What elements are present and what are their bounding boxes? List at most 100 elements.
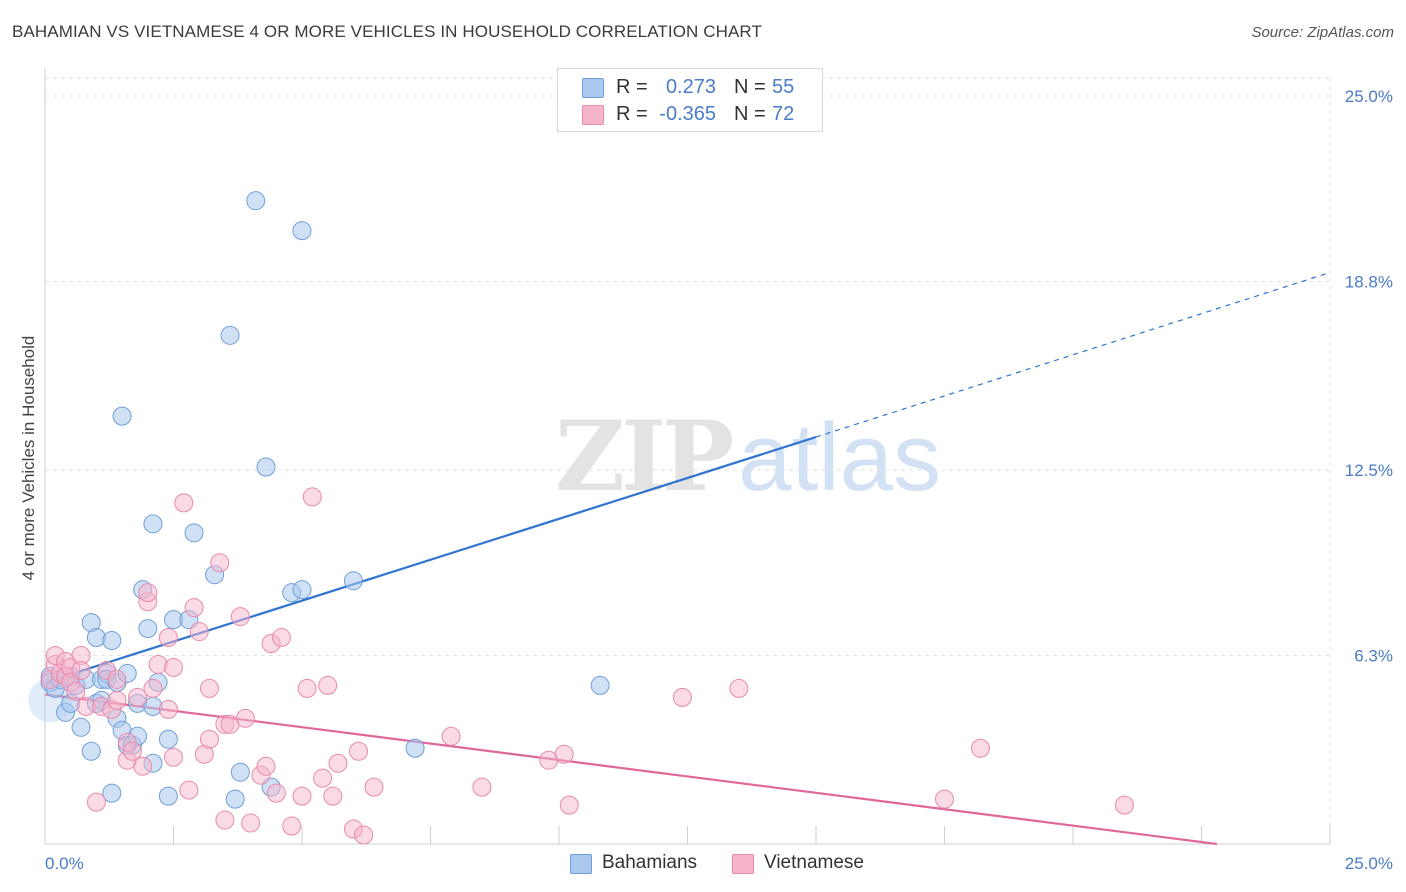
point-vietnamese [328,753,348,773]
point-vietnamese [271,628,291,648]
point-vietnamese [184,598,204,618]
legend-r-value: 0.273 [665,76,716,98]
point-vietnamese [66,681,86,701]
point-vietnamese [189,622,209,642]
point-vietnamese [554,744,574,764]
point-vietnamese [71,660,91,680]
point-bahamians [292,580,312,600]
point-bahamians [143,514,163,534]
legend-row-bahamians: R = 0.273 N = 55 [558,74,822,100]
legend-swatch-vietnamese [582,105,604,125]
y-tick-label: 18.8% [1345,272,1393,291]
point-bahamians [292,221,312,241]
point-vietnamese [148,654,168,674]
point-vietnamese [672,687,692,707]
point-bahamians [71,717,91,737]
point-bahamians [246,191,266,211]
point-bahamians [158,786,178,806]
point-bahamians [230,762,250,782]
point-bahamians [220,325,240,345]
y-tick-label: 12.5% [1345,461,1393,480]
watermark: ZIPatlas [555,400,941,513]
point-bahamians [405,738,425,758]
vietnamese-points [40,487,1134,845]
point-vietnamese [292,786,312,806]
point-vietnamese [107,669,127,689]
point-vietnamese [164,747,183,767]
point-vietnamese [179,780,199,800]
point-vietnamese [138,583,158,603]
point-vietnamese [970,738,990,758]
point-bahamians [590,675,610,695]
point-vietnamese [199,678,219,698]
x-tick-label: 0.0% [45,854,84,873]
point-bahamians [112,406,132,426]
point-bahamians [343,571,363,591]
legend-r-label: R = [616,103,648,125]
point-vietnamese [354,825,374,845]
series-legend: Bahamians Vietnamese [0,852,1406,878]
point-vietnamese [128,687,148,707]
point-vietnamese [441,726,461,746]
legend-n-label: N = [734,103,766,125]
point-vietnamese [313,768,333,788]
legend-swatch-bahamians [582,78,604,98]
point-bahamians [184,523,204,543]
point-vietnamese [235,708,255,728]
axis-labels: 6.3% 12.5% 18.8% 25.0% 0.0% 25.0% 4 or more Ve… [19,87,1393,873]
point-vietnamese [323,786,343,806]
point-vietnamese [559,795,579,815]
point-vietnamese [210,553,230,573]
series-swatch-vietnamese [732,854,754,874]
y-tick-label: 25.0% [1345,87,1393,106]
point-vietnamese [215,810,235,830]
point-bahamians [225,789,245,809]
point-bahamians [102,631,122,651]
legend-n-value: 72 [772,103,795,125]
point-vietnamese [158,628,178,648]
series-label-vietnamese: Vietnamese [764,852,864,873]
point-bahamians [138,619,158,639]
point-vietnamese [133,756,153,776]
point-vietnamese [241,813,261,833]
legend-n-label: N = [734,76,766,98]
point-vietnamese [230,607,250,627]
point-vietnamese [164,657,183,677]
chart-title: BAHAMIAN VS VIETNAMESE 4 OR MORE VEHICLE… [12,22,762,41]
point-vietnamese [199,729,219,749]
legend-r-label: R = [616,76,648,98]
x-tick-label: 25.0% [1345,854,1393,873]
point-vietnamese [729,678,749,698]
point-vietnamese [266,783,286,803]
point-vietnamese [122,741,142,761]
point-bahamians [102,783,122,803]
point-vietnamese [282,816,302,836]
point-vietnamese [472,777,492,797]
point-vietnamese [86,792,106,812]
point-bahamians [81,741,101,761]
axes [44,68,1331,845]
trend-line-bahamians-projection [815,271,1331,438]
point-vietnamese [297,678,317,698]
point-vietnamese [935,789,954,809]
point-bahamians [143,696,163,716]
point-vietnamese [158,699,178,719]
point-vietnamese [349,741,369,761]
y-tick-label: 6.3% [1354,646,1393,665]
point-vietnamese [364,777,384,797]
point-vietnamese [318,675,338,695]
trend-line-bahamians [44,436,817,684]
point-vietnamese [256,756,276,776]
series-swatch-bahamians [570,854,592,874]
point-vietnamese [1114,795,1134,815]
legend-row-vietnamese: R = -0.365 N = 72 [558,101,822,127]
point-vietnamese [302,487,322,507]
point-vietnamese [107,690,127,710]
legend-n-value: 55 [772,76,795,98]
source-label: Source: ZipAtlas.com [1251,24,1394,41]
point-bahamians [158,729,178,749]
point-vietnamese [174,493,194,513]
watermark-zip: ZIP [555,400,734,513]
correlation-legend: R = 0.273 N = 55 R = -0.365 N = 72 [557,68,823,132]
